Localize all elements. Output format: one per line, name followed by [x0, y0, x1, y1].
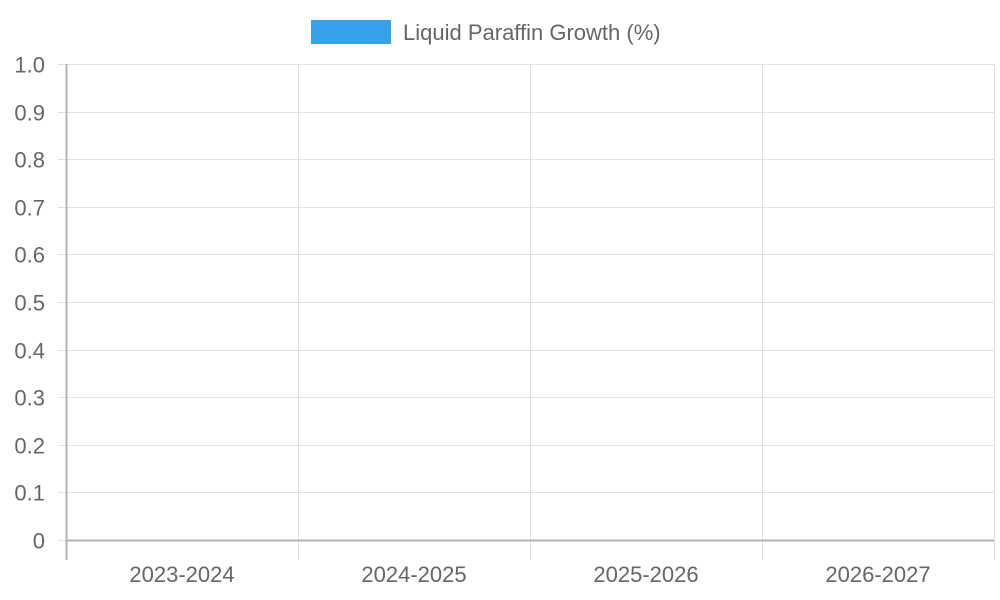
- x-tick-label: 2025-2026: [593, 562, 698, 587]
- legend-label[interactable]: Liquid Paraffin Growth (%): [403, 20, 661, 45]
- y-tick-label: 0.5: [14, 291, 45, 316]
- y-tick-label: 0.9: [14, 101, 45, 126]
- x-tick-label: 2026-2027: [825, 562, 930, 587]
- y-tick-label: 0.3: [14, 386, 45, 411]
- y-axis: 0 0.1 0.2 0.3 0.4 0.5 0.6 0.7 0.8 0.9 1.0: [14, 53, 68, 560]
- y-tick-label: 0.1: [14, 481, 45, 506]
- y-tick-label: 0.2: [14, 434, 45, 459]
- legend-swatch[interactable]: [311, 20, 391, 44]
- x-axis: 2023-2024 2024-2025 2025-2026 2026-2027: [66, 539, 994, 587]
- y-tick-label: 0.4: [14, 339, 45, 364]
- x-tick-label: 2024-2025: [361, 562, 466, 587]
- y-tick-label: 1.0: [14, 53, 45, 78]
- grid-lines: [66, 64, 995, 560]
- chart-legend[interactable]: Liquid Paraffin Growth (%): [311, 20, 661, 45]
- y-tick-label: 0.6: [14, 243, 45, 268]
- y-tick-label: 0: [33, 529, 45, 554]
- x-tick-label: 2023-2024: [129, 562, 234, 587]
- y-tick-label: 0.7: [14, 196, 45, 221]
- y-tick-label: 0.8: [14, 148, 45, 173]
